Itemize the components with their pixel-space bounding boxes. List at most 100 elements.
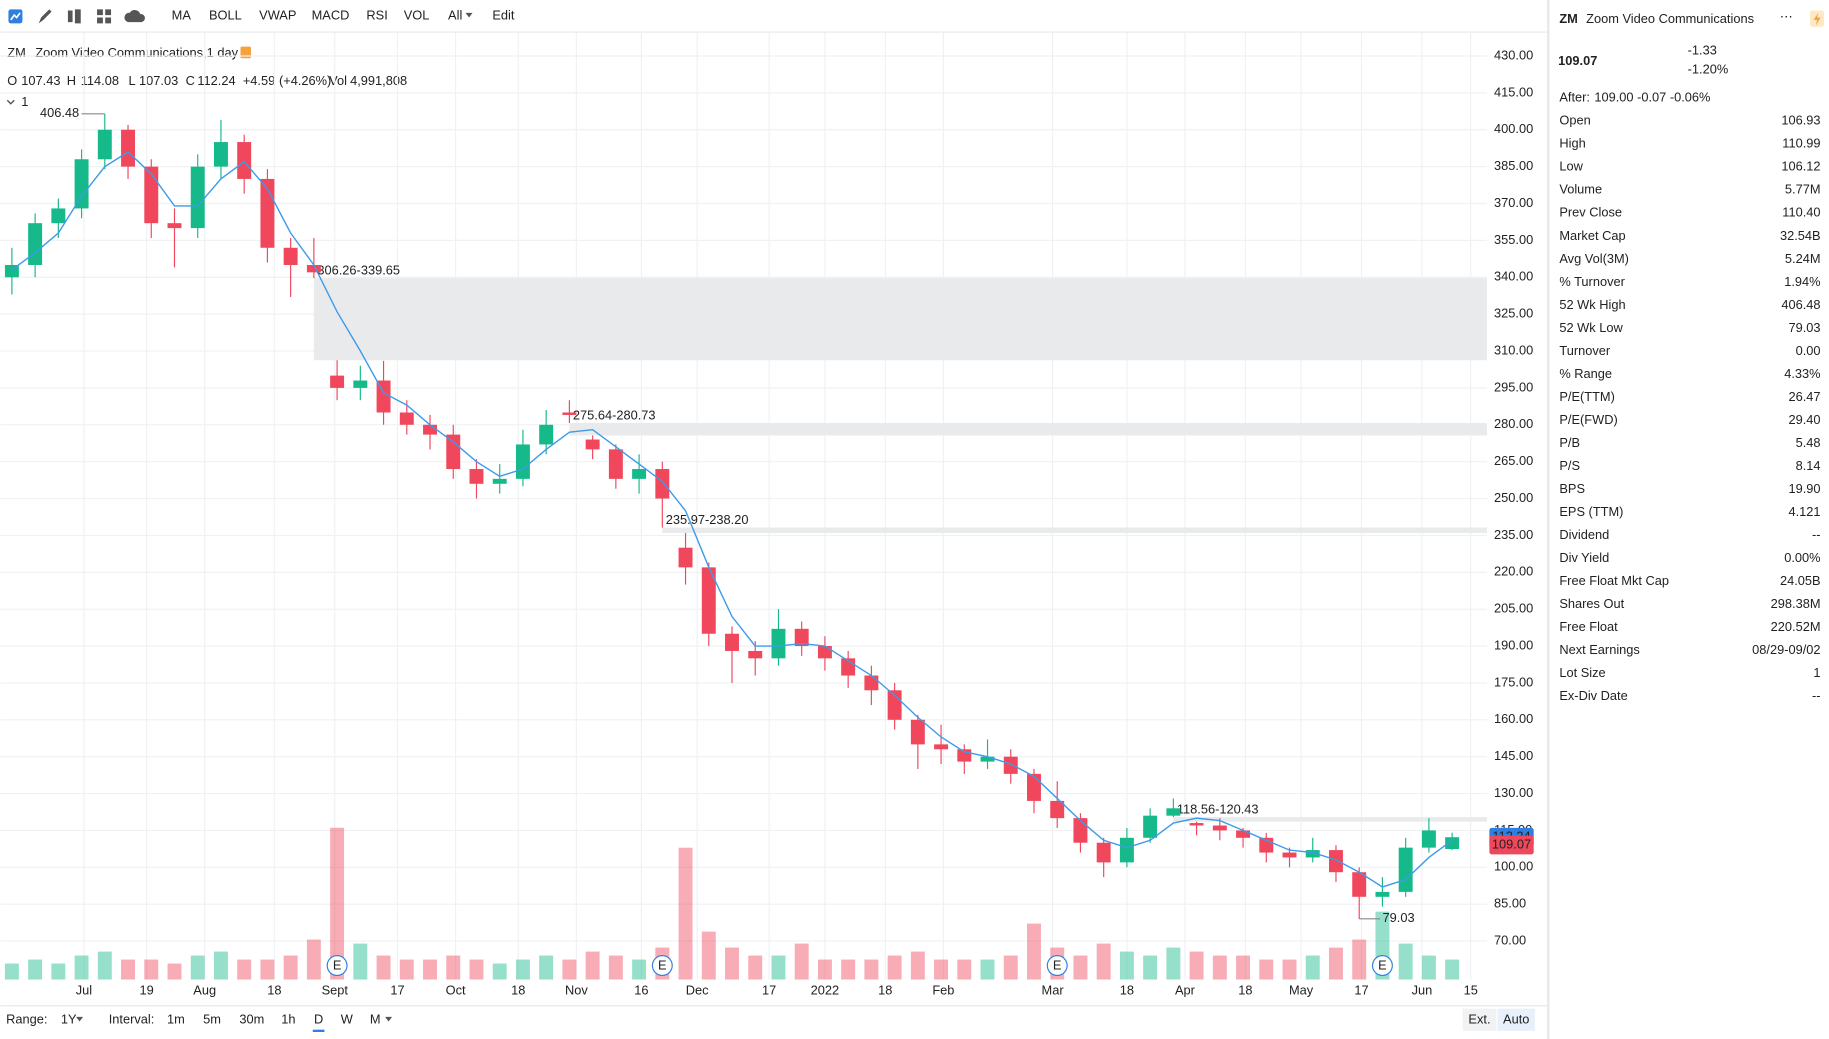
y-tick-label: 250.00	[1494, 490, 1533, 505]
indicator-button[interactable]: BOLL	[209, 8, 242, 23]
range-select[interactable]: 1Y	[61, 1012, 77, 1027]
high-marker-label: 406.48	[40, 105, 79, 120]
interval-button[interactable]: W	[341, 1012, 354, 1027]
earnings-marker[interactable]	[651, 955, 673, 977]
indicator-button[interactable]: All	[448, 8, 462, 23]
stat-label: Turnover	[1559, 343, 1611, 358]
interval-button[interactable]: M	[370, 1012, 381, 1027]
stat-value: 19.90	[1788, 481, 1820, 496]
earnings-marker[interactable]	[1371, 955, 1393, 977]
cloud-icon[interactable]	[124, 10, 145, 23]
volume-bar	[934, 959, 949, 980]
earnings-marker[interactable]	[1046, 955, 1068, 977]
candle-body	[190, 166, 205, 229]
ext-button-bg[interactable]	[1462, 1008, 1497, 1031]
y-tick-label: 175.00	[1494, 674, 1533, 689]
stat-value: 4.33%	[1784, 366, 1820, 381]
stat-value: 0.00	[1796, 343, 1821, 358]
candle-body	[1398, 847, 1413, 892]
candle-body	[423, 424, 437, 435]
volume-bar	[678, 847, 693, 980]
stat-label: High	[1559, 136, 1585, 151]
volume-bar	[771, 955, 786, 980]
candle-body	[330, 375, 345, 388]
candle-body	[1445, 837, 1460, 850]
interval-button[interactable]: 30m	[239, 1012, 264, 1027]
stat-value: 79.03	[1788, 320, 1820, 335]
interval-button[interactable]: 1h	[281, 1012, 295, 1027]
collapse-icon[interactable]	[6, 99, 15, 105]
legend-text: 4,991,808	[350, 73, 407, 88]
low-marker-label: 79.03	[1383, 910, 1415, 925]
stat-label: EPS (TTM)	[1559, 504, 1623, 519]
quote-symbol: ZM	[1559, 11, 1578, 26]
stat-label: 52 Wk High	[1559, 297, 1625, 312]
interval-button[interactable]: 1m	[167, 1012, 185, 1027]
stat-value: 29.40	[1788, 412, 1820, 427]
legend-symbol: ZM	[7, 45, 26, 60]
volume-bar	[423, 959, 437, 980]
x-tick-label: 17	[1354, 983, 1368, 998]
draw-icon[interactable]	[38, 9, 52, 24]
stat-label: 52 Wk Low	[1559, 320, 1623, 335]
gap-label: 306.26-339.65	[317, 263, 400, 278]
compare-icon[interactable]	[67, 9, 81, 24]
volume-bar	[864, 959, 879, 980]
x-tick-label: 18	[1120, 983, 1134, 998]
quote-price: 109.07	[1558, 53, 1597, 68]
info-icon[interactable]	[240, 46, 251, 59]
candle-body	[864, 675, 879, 691]
interval-button[interactable]: D	[314, 1012, 323, 1027]
interval-button[interactable]: 5m	[203, 1012, 221, 1027]
y-tick-label: 265.00	[1494, 453, 1533, 468]
indicator-button[interactable]: VWAP	[259, 8, 296, 23]
candle-body	[237, 142, 252, 179]
legend-text: +4.59	[243, 73, 275, 88]
x-tick-label: May	[1289, 983, 1314, 998]
y-tick-label: 70.00	[1494, 932, 1526, 947]
volume-bar	[1027, 923, 1041, 980]
x-tick-label: 18	[511, 983, 525, 998]
volume-bar	[399, 959, 414, 980]
indicator-button[interactable]: MACD	[312, 8, 350, 23]
x-tick-label: Oct	[446, 983, 466, 998]
volume-bar	[794, 943, 809, 980]
auto-button-bg[interactable]	[1497, 1008, 1535, 1031]
candle-body	[608, 449, 623, 479]
volume-bar	[748, 955, 763, 980]
candle-body	[376, 380, 391, 413]
candle-body	[910, 719, 925, 745]
y-tick-label: 235.00	[1494, 527, 1533, 542]
volume-bar	[841, 959, 856, 980]
volume-bar	[725, 947, 739, 980]
volume-bar	[1143, 955, 1158, 980]
dropdown-arrow	[465, 12, 473, 18]
more-menu[interactable]: ⋯	[1780, 9, 1793, 24]
candle-body	[1352, 872, 1367, 897]
volume-bar	[306, 939, 321, 980]
volume-bar	[1073, 955, 1088, 980]
y-tick-label: 100.00	[1494, 859, 1533, 874]
stat-value: 5.77M	[1785, 182, 1821, 197]
stat-value: 406.48	[1781, 297, 1820, 312]
indicator-button[interactable]: VOL	[404, 8, 430, 23]
candle-body	[353, 380, 368, 388]
indicator-button[interactable]: RSI	[366, 8, 387, 23]
edit-button[interactable]: Edit	[492, 8, 515, 23]
chart-type-glyph	[10, 12, 21, 21]
volume-bar	[51, 963, 66, 980]
stat-label: Open	[1559, 113, 1590, 128]
auto-button[interactable]: Auto	[1503, 1012, 1529, 1027]
volume-bar	[562, 959, 577, 980]
candle-body	[1096, 842, 1111, 863]
y-tick-label: 85.00	[1494, 896, 1526, 911]
volume-bar	[887, 955, 902, 980]
ext-button[interactable]: Ext.	[1468, 1012, 1490, 1027]
indicator-button[interactable]: MA	[172, 8, 192, 23]
layout-icon[interactable]	[97, 9, 112, 24]
legend-open: 107.43	[21, 73, 60, 88]
y-tick-label: 340.00	[1494, 269, 1533, 284]
volume-bar	[539, 955, 554, 980]
stat-label: Market Cap	[1559, 228, 1625, 243]
earnings-marker[interactable]	[326, 955, 348, 977]
